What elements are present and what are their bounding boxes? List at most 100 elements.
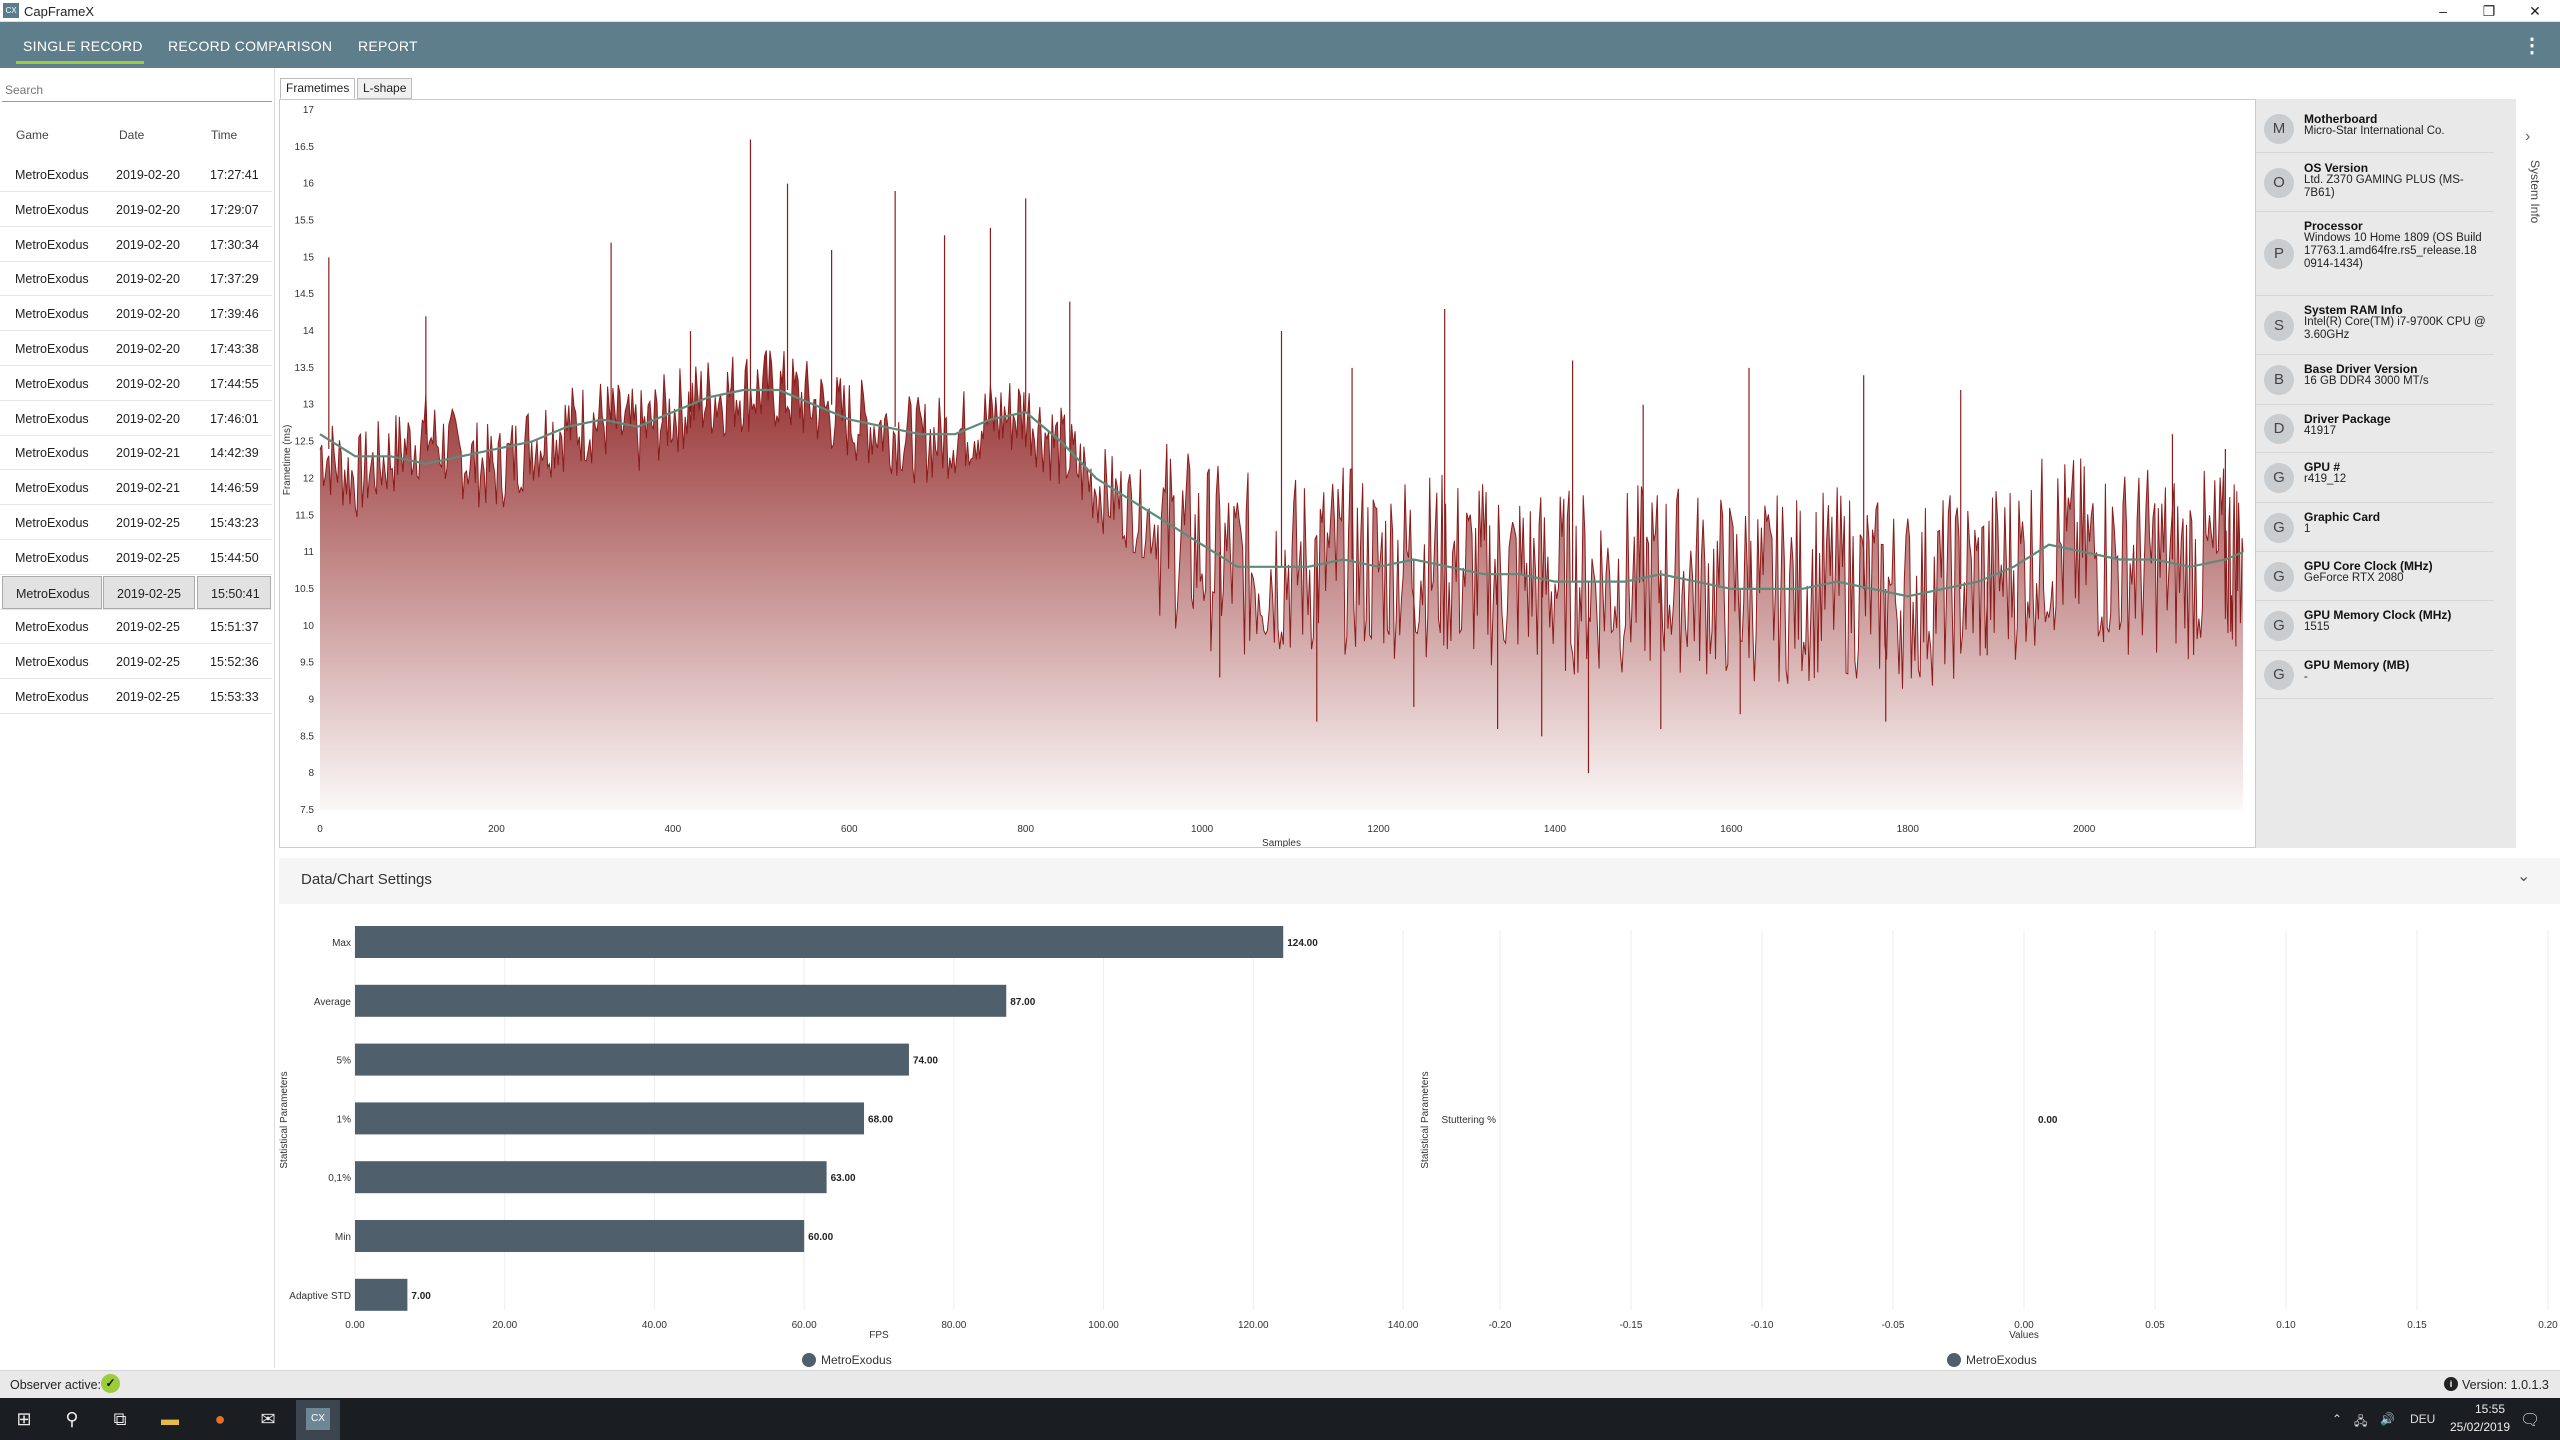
system-info-tab[interactable]: System Info [2528, 160, 2542, 224]
minimize-button[interactable]: – [2439, 3, 2447, 19]
bar[interactable] [355, 1043, 909, 1076]
taskbar [0, 1398, 2560, 1440]
x-tick-label: 40.00 [642, 1320, 667, 1331]
record-row[interactable]: MetroExodus 2019-02-20 17:44:55 [0, 366, 272, 401]
settings-header[interactable] [279, 858, 2560, 904]
system-info-panel [2256, 99, 2516, 848]
chevron-down-icon[interactable]: ⌄ [2517, 868, 2531, 885]
bar[interactable] [355, 1220, 805, 1252]
x-tick-label: 400 [665, 824, 682, 835]
record-row[interactable]: MetroExodus 2019-02-20 17:27:41 [0, 157, 272, 192]
record-time: 14:46:59 [210, 481, 259, 496]
record-game: MetroExodus [15, 342, 89, 356]
search-input[interactable] [2, 78, 272, 102]
record-row[interactable]: MetroExodus 2019-02-25 15:44:50 [0, 540, 272, 575]
mail-icon[interactable]: ✉ [260, 1409, 276, 1429]
record-row[interactable]: MetroExodus 2019-02-20 17:46:01 [0, 401, 272, 436]
fps-statistics-chart: 0.00 20.00 40.00 60.00 80.00 100.00 120.00 140.… [279, 926, 1419, 1367]
settings-title: Data/Chart Settings [301, 871, 432, 888]
x-tick-label: 2000 [2073, 824, 2096, 835]
tab-report[interactable]: REPORT [358, 38, 418, 54]
record-row[interactable]: MetroExodus 2019-02-21 14:42:39 [0, 435, 272, 471]
clock-date[interactable]: 25/02/2019 [2449, 1420, 2511, 1434]
notifications-icon[interactable]: 🗨 [2520, 1412, 2541, 1429]
system-info-item: O OS Version Ltd. Z370 GAMING PLUS (MS-7B6… [2256, 154, 2494, 212]
bar[interactable] [355, 1278, 408, 1311]
bar[interactable] [355, 984, 1007, 1017]
record-time: 15:43:23 [210, 516, 259, 530]
x-tick-label: 0.05 [2145, 1320, 2165, 1331]
chevron-right-icon[interactable]: › [2525, 128, 2531, 145]
record-list-panel [0, 68, 275, 1368]
language-indicator[interactable]: DEU [2410, 1412, 2436, 1426]
chevron-up-icon[interactable]: ⌃ [2332, 1412, 2343, 1426]
tab-single-record[interactable]: SINGLE RECORD [23, 38, 143, 54]
x-tick-label: 0.10 [2276, 1320, 2296, 1331]
avatar: G [2264, 660, 2294, 690]
column-header-game[interactable]: Game [16, 128, 49, 142]
record-row[interactable]: MetroExodus 2019-02-21 14:46:59 [0, 470, 272, 506]
record-row[interactable]: MetroExodus 2019-02-25 15:51:37 [0, 609, 272, 645]
bar[interactable] [355, 1102, 865, 1135]
legend-marker [802, 1353, 816, 1367]
column-header-time[interactable]: Time [211, 128, 238, 142]
network-icon[interactable]: 🖧 [2354, 1414, 2368, 1428]
category-label: Max [332, 938, 351, 949]
tab-record-comparison[interactable]: RECORD COMPARISON [168, 38, 333, 54]
windows-start-icon[interactable]: ⊞ [16, 1409, 32, 1429]
record-row[interactable]: MetroExodus 2019-02-20 17:29:07 [0, 192, 272, 227]
clock-time[interactable]: 15:55 [2474, 1402, 2506, 1416]
record-row[interactable]: MetroExodus 2019-02-25 15:53:33 [0, 679, 272, 714]
close-button[interactable]: ✕ [2529, 3, 2541, 19]
record-row[interactable]: MetroExodus 2019-02-25 15:43:23 [0, 505, 272, 540]
column-header-date[interactable]: Date [119, 128, 145, 142]
bar[interactable] [355, 1161, 827, 1194]
volume-icon[interactable]: 🔊 [2380, 1412, 2395, 1426]
system-info-label: Motherboard [2304, 112, 2378, 126]
y-axis-label: Statistical Parameters [279, 1071, 290, 1168]
record-row[interactable]: MetroExodus 2019-02-20 17:30:34 [0, 227, 272, 262]
firefox-icon[interactable]: ● [214, 1409, 226, 1429]
y-tick-label: 14 [303, 326, 315, 337]
x-tick-label: -0.20 [1489, 1320, 1512, 1331]
frametime-area [320, 350, 2243, 810]
record-date: 2019-02-20 [116, 168, 180, 182]
record-time: 17:29:07 [210, 202, 259, 217]
bar[interactable] [355, 926, 1284, 958]
record-row[interactable]: MetroExodus 2019-02-20 17:43:38 [0, 331, 272, 366]
x-tick-label: 0.00 [2014, 1320, 2034, 1331]
tab-l-shape[interactable]: L-shape [357, 78, 413, 99]
y-tick-label: 10 [303, 621, 315, 632]
tab-frametimes[interactable]: Frametimes [280, 78, 356, 99]
record-date: 2019-02-20 [116, 272, 180, 287]
record-row[interactable]: MetroExodus 2019-02-20 17:39:46 [0, 296, 272, 332]
frametime-chart-panel: 7.5 8 8.5 9 9.5 10 10.5 11 11.5 12 12.5 13 13.5 14 14.… [279, 99, 2256, 849]
y-tick-label: 17 [303, 105, 315, 116]
record-row[interactable]: MetroExodus 2019-02-20 17:37:29 [0, 261, 272, 297]
more-menu-icon[interactable]: ⋮ [2522, 35, 2542, 57]
active-tab-indicator [16, 61, 144, 64]
system-info-value: 1515 [2304, 621, 2330, 633]
record-date: 2019-02-25 [103, 575, 195, 609]
record-row[interactable]: MetroExodus 2019-02-25 15:52:36 [0, 644, 272, 680]
task-view-icon[interactable]: ⧉ [113, 1409, 127, 1429]
x-tick-label: -0.05 [1882, 1320, 1905, 1331]
record-game: MetroExodus [15, 446, 89, 461]
system-info-value: Ltd. Z370 GAMING PLUS (MS-7B61) [2304, 174, 2464, 199]
y-tick-label: 12 [303, 473, 315, 484]
search-icon[interactable]: ⚲ [65, 1409, 79, 1429]
observer-status-label: Observer active: [10, 1378, 102, 1392]
system-info-label: System RAM Info [2304, 303, 2403, 317]
maximize-button[interactable]: ❐ [2482, 3, 2496, 19]
y-tick-label: 16.5 [295, 142, 315, 153]
bar-value-label: 87.00 [1010, 997, 1035, 1008]
y-tick-label: 13 [303, 400, 315, 411]
record-game: MetroExodus [15, 655, 89, 670]
record-row[interactable]: MetroExodus 2019-02-25 15:50:41 [0, 575, 272, 610]
record-time: 17:39:46 [210, 307, 259, 322]
capframex-taskbar-icon: CX [306, 1408, 330, 1430]
file-explorer-icon[interactable]: ▬ [161, 1409, 179, 1429]
version-label: Version: 1.0.1.3 [2462, 1378, 2549, 1392]
system-info-label: Base Driver Version [2304, 362, 2418, 376]
frametime-chart[interactable]: 7.5 8 8.5 9 9.5 10 10.5 11 11.5 12 12.5 13 13.5 14 14.… [280, 100, 2255, 849]
